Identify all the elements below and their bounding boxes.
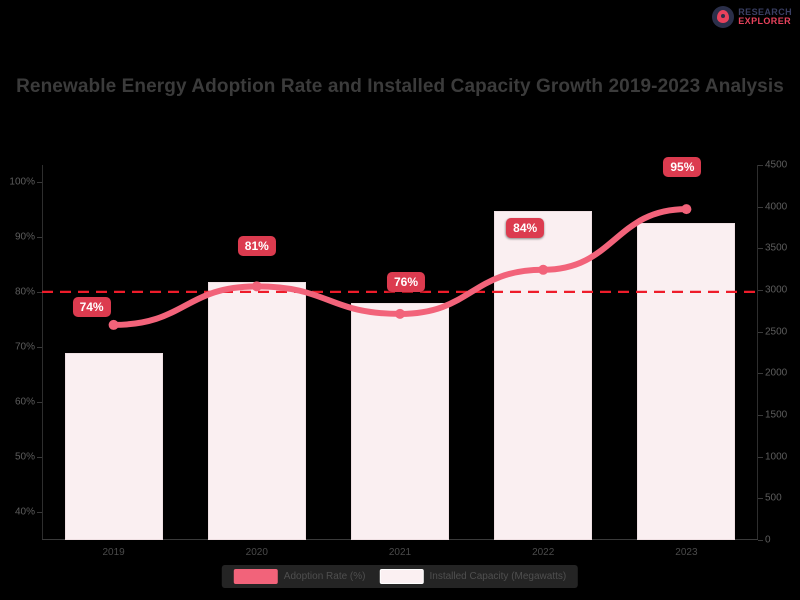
- data-label-callout: 84%: [506, 217, 545, 238]
- y-tick-left: 50%: [14, 451, 35, 463]
- legend-label-installed-capacity: Installed Capacity (Megawatts): [429, 571, 567, 582]
- y-tick-mark-left: [37, 181, 42, 183]
- brand-logo: RESEARCH EXPLORER: [712, 6, 792, 28]
- data-label-callout: 95%: [663, 157, 702, 178]
- plot-area: 100% 90% 80% 70% 60% 50% 40% 4500 4000 3500 3000 2…: [9, 157, 787, 558]
- line-series-overlay: [42, 204, 758, 330]
- y-tick-mark-left: [37, 512, 42, 514]
- y-tick-mark-left: [37, 236, 42, 238]
- line-swatch: [233, 569, 278, 584]
- line-path: [110, 206, 690, 328]
- y-tick-mark-left: [37, 457, 42, 459]
- bar[interactable]: [637, 223, 736, 540]
- y-tick-mark-right: [758, 248, 763, 250]
- y-tick-right: 2500: [765, 326, 788, 338]
- x-tick-label: 2019: [102, 547, 125, 558]
- logo-line-2: EXPLORER: [738, 16, 791, 26]
- x-tick-label: 2022: [532, 547, 555, 558]
- bar[interactable]: [64, 352, 163, 540]
- line-data-point[interactable]: [251, 281, 262, 292]
- logo-line-1: RESEARCH: [738, 6, 792, 17]
- y-tick-right: 500: [765, 492, 782, 504]
- y-tick-right: 3500: [765, 242, 788, 254]
- y-axis-right: [757, 165, 758, 540]
- data-label-callout: 81%: [237, 236, 276, 257]
- y-tick-right: 1000: [765, 451, 788, 463]
- legend-item-adoption-rate[interactable]: Adoption Rate (%): [233, 569, 366, 584]
- y-tick-mark-right: [758, 373, 763, 375]
- x-tick-label: 2020: [245, 547, 268, 558]
- bar[interactable]: [350, 302, 449, 540]
- y-tick-left: 80%: [14, 286, 35, 298]
- y-tick-right: 4000: [765, 201, 788, 213]
- y-tick-mark-right: [758, 290, 763, 291]
- y-tick-left: 70%: [14, 341, 35, 353]
- bar-group[interactable]: [615, 165, 758, 540]
- y-tick-mark-right: [758, 540, 763, 541]
- flame-circle-icon: [712, 6, 735, 28]
- y-tick-mark-right: [758, 456, 763, 458]
- data-label-callout: 76%: [386, 271, 426, 292]
- y-tick-mark-right: [758, 165, 763, 166]
- legend-item-installed-capacity[interactable]: Installed Capacity (Megawatts): [379, 569, 566, 584]
- bar-group[interactable]: [328, 165, 471, 540]
- line-data-point[interactable]: [108, 319, 119, 330]
- line-data-point[interactable]: [538, 264, 549, 275]
- y-tick-mark-right: [758, 206, 763, 208]
- y-axis-left: [42, 165, 43, 540]
- y-tick-mark-left: [37, 346, 42, 348]
- line-data-point[interactable]: [681, 204, 692, 215]
- y-tick-right: 1500: [765, 409, 788, 421]
- y-tick-mark-left: [37, 291, 42, 293]
- legend-label-adoption-rate: Adoption Rate (%): [283, 571, 366, 582]
- y-tick-right: 4500: [765, 159, 788, 171]
- chart-legend: Adoption Rate (%) Installed Capacity (Me…: [221, 565, 579, 588]
- x-tick-label: 2021: [388, 547, 412, 558]
- y-tick-mark-right: [758, 331, 763, 333]
- y-tick-mark-right: [758, 498, 763, 500]
- bar-series: [42, 165, 758, 540]
- y-tick-left: 100%: [9, 176, 35, 188]
- y-tick-right: 2000: [765, 367, 788, 379]
- y-tick-left: 40%: [14, 506, 35, 518]
- y-tick-left: 90%: [14, 231, 35, 243]
- y-tick-left: 60%: [14, 396, 35, 408]
- y-tick-mark-left: [37, 402, 42, 404]
- y-tick-right: 3000: [765, 284, 788, 296]
- x-tick-label: 2023: [675, 547, 698, 558]
- line-data-point[interactable]: [395, 308, 405, 319]
- bar-group[interactable]: [42, 165, 185, 540]
- bar-group[interactable]: [185, 165, 328, 540]
- bar-swatch: [379, 569, 424, 584]
- y-tick-right: 0: [765, 534, 771, 546]
- chart-title: Renewable Energy Adoption Rate and Insta…: [16, 76, 784, 97]
- data-label-callout: 74%: [72, 296, 111, 317]
- y-tick-mark-right: [758, 415, 763, 416]
- bar[interactable]: [207, 281, 306, 540]
- logo-wordmark: RESEARCH EXPLORER: [738, 6, 792, 26]
